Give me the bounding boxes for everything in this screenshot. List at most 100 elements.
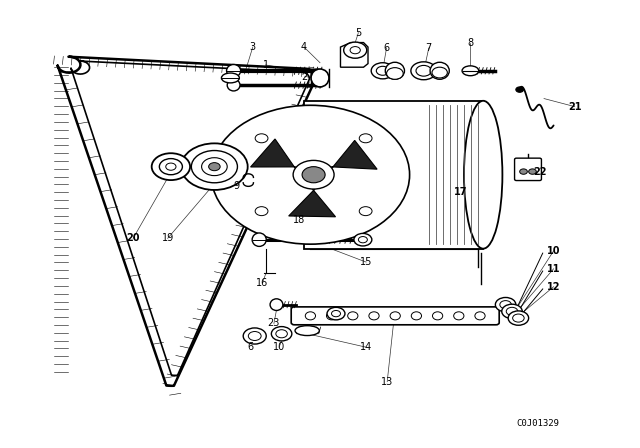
Text: 5: 5 [355,28,362,38]
Circle shape [243,328,266,344]
Circle shape [432,67,447,78]
Polygon shape [324,140,377,172]
Circle shape [266,156,284,168]
Circle shape [152,153,190,180]
Text: 10: 10 [273,342,285,352]
Circle shape [416,65,431,76]
Circle shape [520,169,527,174]
Circle shape [359,134,372,143]
Text: 19: 19 [161,233,174,243]
Circle shape [191,151,237,183]
Circle shape [506,307,518,315]
Circle shape [529,169,536,174]
Ellipse shape [227,79,240,91]
Circle shape [320,153,346,171]
Circle shape [495,297,516,312]
Circle shape [332,310,340,317]
Polygon shape [251,139,302,172]
Circle shape [508,311,529,325]
Text: 6: 6 [383,43,390,53]
Polygon shape [344,112,372,141]
Circle shape [181,143,248,190]
Circle shape [376,66,389,75]
Text: 7: 7 [426,43,432,53]
Ellipse shape [462,66,479,76]
Ellipse shape [227,65,241,77]
Circle shape [359,207,372,215]
FancyBboxPatch shape [515,158,541,181]
Text: 16: 16 [256,278,269,288]
Text: 15: 15 [360,257,372,267]
Text: 18: 18 [293,215,306,225]
Circle shape [350,47,360,54]
FancyBboxPatch shape [304,101,483,249]
Circle shape [202,158,227,176]
Circle shape [211,105,410,244]
Circle shape [166,163,176,170]
Circle shape [209,163,220,171]
Text: 8: 8 [467,39,474,48]
Circle shape [327,307,345,320]
Circle shape [276,330,287,338]
Text: 2: 2 [301,72,307,82]
Polygon shape [281,116,316,144]
Text: 1: 1 [262,60,269,70]
Circle shape [411,62,436,80]
Circle shape [500,301,511,309]
Circle shape [502,304,522,319]
Polygon shape [351,181,385,208]
Text: 22: 22 [532,167,547,177]
Circle shape [298,138,368,187]
Circle shape [302,167,325,183]
Ellipse shape [385,62,404,79]
Text: C0J01329: C0J01329 [516,419,559,428]
Text: 10: 10 [547,246,561,256]
Polygon shape [340,43,368,67]
Polygon shape [367,149,406,164]
Text: 6: 6 [248,342,254,352]
Ellipse shape [221,73,239,83]
Polygon shape [330,186,351,214]
Circle shape [371,63,394,79]
Circle shape [255,134,268,143]
Text: 9: 9 [234,181,240,191]
Ellipse shape [311,69,329,87]
Ellipse shape [430,62,449,79]
Text: 4: 4 [301,42,307,52]
Ellipse shape [295,326,319,336]
Text: 11: 11 [547,264,561,274]
Circle shape [328,159,338,166]
Polygon shape [293,184,322,212]
Circle shape [513,314,524,322]
Polygon shape [262,134,302,155]
Ellipse shape [270,299,283,310]
Circle shape [227,129,323,196]
Circle shape [516,87,524,92]
Circle shape [387,68,403,79]
Text: 12: 12 [547,282,561,292]
Text: 20: 20 [126,233,140,243]
Circle shape [159,159,182,175]
Ellipse shape [252,233,266,246]
Circle shape [238,136,312,188]
Text: 14: 14 [360,342,372,352]
Ellipse shape [464,101,502,249]
Circle shape [308,145,357,179]
Circle shape [255,148,296,177]
Polygon shape [364,170,404,190]
Polygon shape [314,111,336,138]
Text: 17: 17 [454,187,468,197]
Polygon shape [268,174,307,198]
Polygon shape [359,126,398,150]
Polygon shape [259,160,298,175]
Text: 13: 13 [381,377,394,387]
Circle shape [248,332,261,340]
Circle shape [344,42,367,58]
Polygon shape [289,185,335,217]
Circle shape [271,327,292,341]
Text: 23: 23 [268,319,280,328]
Circle shape [293,160,334,189]
Circle shape [354,233,372,246]
FancyBboxPatch shape [291,307,499,325]
Circle shape [255,207,268,215]
